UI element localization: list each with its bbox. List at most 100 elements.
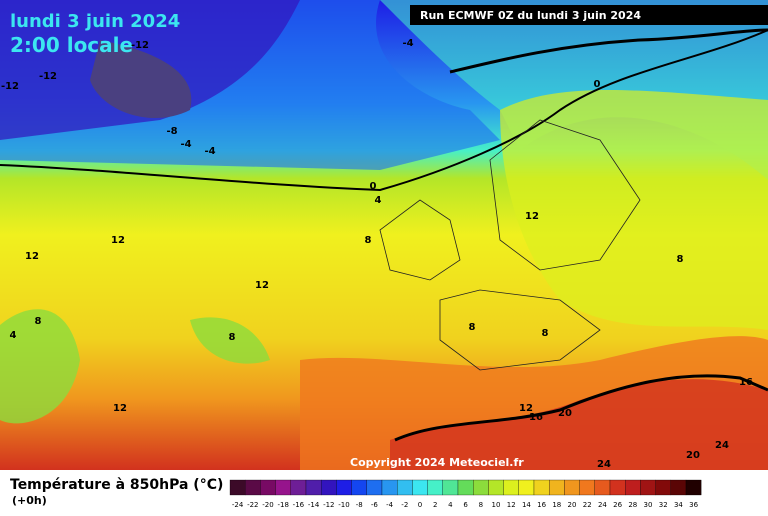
colorbar-swatch xyxy=(685,479,702,496)
colorbar-label: 32 xyxy=(659,501,668,509)
colorbar-label: -4 xyxy=(386,501,394,509)
contour-label: 12 xyxy=(525,211,539,222)
colorbar-label: 34 xyxy=(674,501,683,509)
colorbar-label: -18 xyxy=(277,501,288,509)
colorbar-label: -14 xyxy=(308,501,320,509)
colorbar-swatch xyxy=(503,479,519,496)
colorbar-label: -24 xyxy=(232,501,244,509)
colorbar-label: 24 xyxy=(598,501,607,509)
colorbar-swatch xyxy=(351,479,367,496)
contour-label: -4 xyxy=(402,38,413,49)
colorbar-swatch xyxy=(366,479,383,496)
contour-label: -12 xyxy=(131,40,149,51)
run-text: Run ECMWF 0Z du lundi 3 juin 2024 xyxy=(420,9,641,22)
colorbar-label: -12 xyxy=(323,501,334,509)
colorbar-swatch xyxy=(305,479,322,496)
colorbar-label: -8 xyxy=(356,501,363,509)
coastlines xyxy=(379,119,641,371)
contour-label: 4 xyxy=(10,330,17,341)
colorbar-label: 36 xyxy=(689,501,698,509)
europe xyxy=(500,90,768,330)
colorbar-label: 28 xyxy=(628,501,637,509)
legend-step: (+0h) xyxy=(12,494,47,507)
colorbar-label: 10 xyxy=(492,501,501,509)
colorbar-swatch xyxy=(321,479,337,496)
contour xyxy=(449,28,768,74)
colorbar-swatch xyxy=(609,479,626,496)
colorbar-swatch xyxy=(397,479,413,496)
colorbar-swatch xyxy=(442,479,459,496)
contour-label: -4 xyxy=(204,146,215,157)
colorbar-swatch xyxy=(290,479,307,496)
colorbar-swatch xyxy=(579,479,595,496)
contour-label: -12 xyxy=(1,81,19,92)
colorbar-swatch xyxy=(275,479,291,496)
colorbar-swatch xyxy=(625,479,641,496)
colorbar-label: -16 xyxy=(293,501,305,509)
colorbar-label: 14 xyxy=(522,501,531,509)
contour-label: 8 xyxy=(677,254,684,265)
colorbar-swatch xyxy=(427,479,443,496)
contour-label: 12 xyxy=(255,280,269,291)
copyright: Copyright 2024 Meteociel.fr xyxy=(350,456,524,469)
colorbar-label: 8 xyxy=(479,501,483,509)
colorbar-label: 26 xyxy=(613,501,622,509)
colorbar-swatch xyxy=(229,479,246,496)
colorbar: -24 -22 -20 -18 -16 -14 -12 -10 -8 -6 -4 -2 0 2 4 6 8 10 1… xyxy=(229,479,702,509)
colorbar-label: -6 xyxy=(371,501,379,509)
time: 2:00 locale xyxy=(10,33,133,57)
legend-title: Température à 850hPa (°C) xyxy=(10,477,223,493)
colorbar-swatch xyxy=(564,479,580,496)
run-banner xyxy=(410,5,768,25)
greenland xyxy=(90,40,192,119)
colorbar-swatch xyxy=(549,479,565,496)
colorbar-label: 0 xyxy=(418,501,422,509)
green-area xyxy=(190,317,270,364)
contour-20 xyxy=(394,374,768,442)
colorbar-swatch xyxy=(640,479,656,496)
date: lundi 3 juin 2024 xyxy=(10,11,180,32)
colorbar-swatch xyxy=(245,479,261,496)
contour-label: 16 xyxy=(739,377,753,388)
contour-label: 8 xyxy=(35,316,42,327)
hot-area xyxy=(390,379,768,470)
contour-label: 12 xyxy=(25,251,39,262)
colorbar-swatch xyxy=(457,479,474,496)
colorbar-swatch xyxy=(336,479,352,496)
colorbar-swatch xyxy=(594,479,611,496)
colorbar-label: 2 xyxy=(433,501,437,509)
contour-label: 20 xyxy=(558,408,572,419)
contour-label: 8 xyxy=(542,328,549,339)
contour-label: 0 xyxy=(594,79,601,90)
contour-label: 20 xyxy=(686,450,700,461)
contour-label: -12 xyxy=(39,71,57,82)
contour-label: 12 xyxy=(111,235,125,246)
contour-label: 12 xyxy=(519,403,533,414)
colorbar-swatch xyxy=(260,479,276,496)
colorbar-label: -10 xyxy=(338,501,349,509)
contour-labels: -12-12-12-8-4-4-400488888812121212121216… xyxy=(1,38,753,470)
zero-contour xyxy=(0,29,768,192)
colorbar-label: 4 xyxy=(448,501,453,509)
colorbar-swatch xyxy=(518,479,535,496)
contour-label: 8 xyxy=(229,332,236,343)
contour-label: 16 xyxy=(529,412,543,423)
colorbar-label: -22 xyxy=(247,501,258,509)
colorbar-swatch xyxy=(670,479,687,496)
green-area xyxy=(0,309,80,424)
colorbar-label: -20 xyxy=(262,501,273,509)
colorbar-label: 30 xyxy=(644,501,653,509)
colorbar-label: 6 xyxy=(463,501,468,509)
contour-label: -8 xyxy=(166,126,177,137)
colorbar-swatch xyxy=(473,479,489,496)
contour-label: 4 xyxy=(375,195,382,206)
colorbar-swatch xyxy=(381,479,398,496)
colorbar-label: 22 xyxy=(583,501,592,509)
contour-label: 24 xyxy=(597,459,611,470)
north-area xyxy=(380,0,768,180)
colorbar-swatch xyxy=(412,479,428,496)
contour-label: 0 xyxy=(370,181,377,192)
contour-label: 12 xyxy=(113,403,127,414)
colorbar-swatch xyxy=(655,479,671,496)
